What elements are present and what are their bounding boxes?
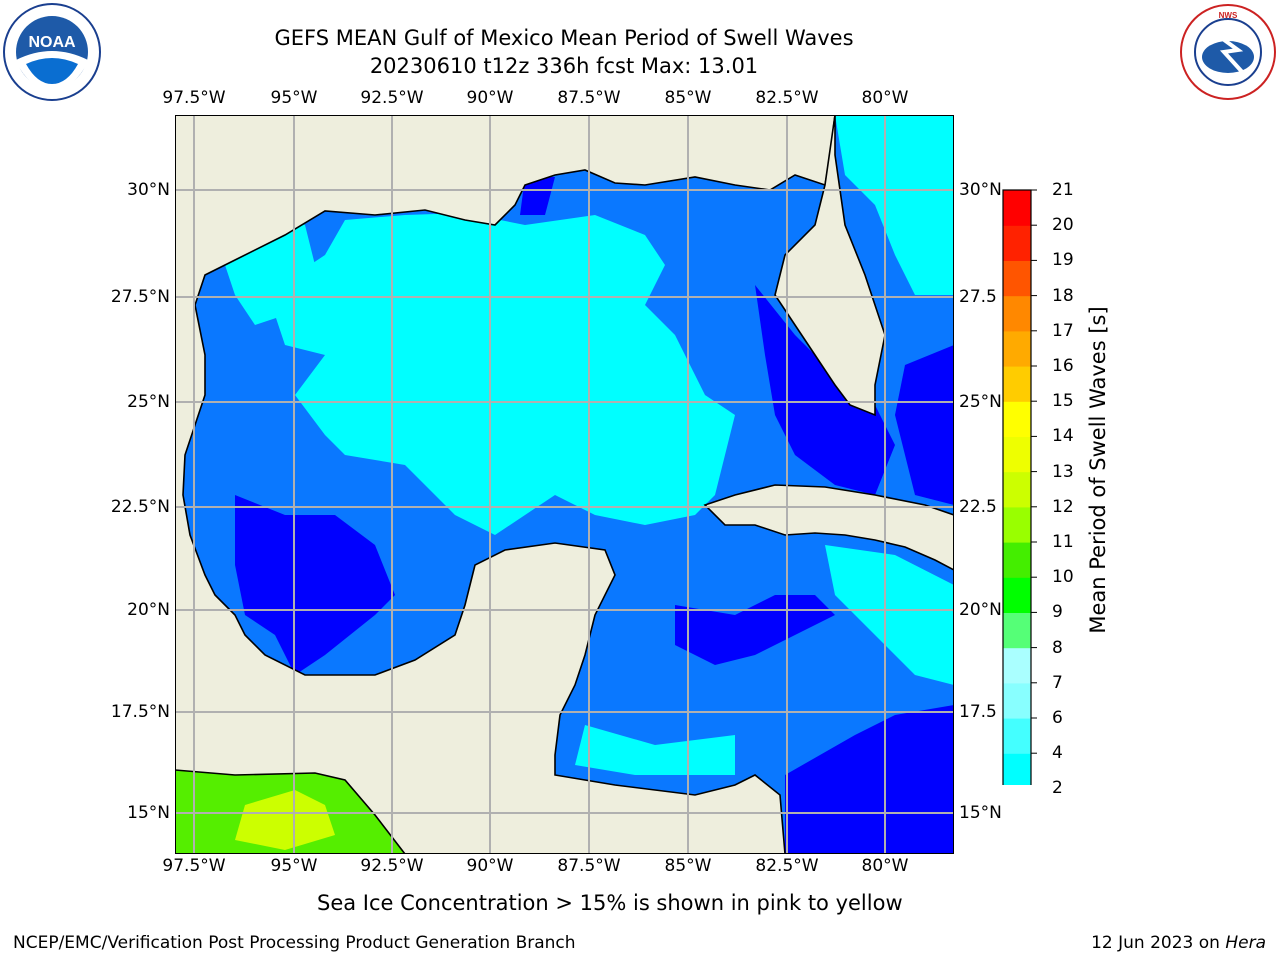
lat-tick-left: 22.5°N	[110, 497, 170, 517]
lon-tick-top: 82.5°W	[755, 88, 819, 108]
lon-tick-bottom: 92.5°W	[360, 856, 424, 876]
colorbar-tick-label: 6	[1052, 708, 1063, 728]
colorbar-segment	[1003, 753, 1031, 785]
colorbar-tick-label: 7	[1052, 672, 1063, 693]
lon-tick-bottom: 85°W	[664, 856, 712, 876]
colorbar-tick-label: 14	[1052, 426, 1074, 447]
patch-cyan-central	[275, 213, 735, 535]
footer-right: 12 Jun 2023 on Hera	[1091, 933, 1266, 953]
colorbar-tick-label: 21	[1052, 180, 1074, 200]
colorbar-tick-label: 19	[1052, 250, 1074, 271]
colorbar-segment	[1003, 506, 1031, 543]
colorbar-tick-label: 17	[1052, 320, 1074, 341]
patch-dkblue-se	[785, 705, 954, 854]
colorbar-segment	[1003, 366, 1031, 402]
colorbar-segment	[1003, 577, 1031, 613]
chart-subtitle: 20230610 t12z 336h fcst Max: 13.01	[369, 54, 759, 78]
colorbar-tick-label: 9	[1052, 602, 1063, 623]
colorbar-segment	[1003, 682, 1031, 719]
lon-tick-bottom: 95°W	[270, 856, 318, 876]
lat-tick-left: 17.5°N	[110, 702, 170, 722]
lon-tick-top: 80°W	[861, 88, 909, 108]
lat-tick-right: 17.5	[959, 702, 997, 722]
land-us-north	[175, 115, 836, 854]
patch-yellowgreen	[235, 790, 335, 850]
colorbar-tick-label: 10	[1052, 567, 1074, 588]
colorbar-segment	[1003, 401, 1031, 437]
patch-cyan-south	[575, 725, 735, 775]
patch-dkblue-florida	[755, 285, 895, 495]
patch-dkblue-caribbean	[675, 595, 835, 665]
map-plot	[175, 115, 954, 854]
colorbar-segment	[1003, 471, 1031, 508]
colorbar	[1002, 189, 1037, 785]
svg-text:NWS: NWS	[1219, 11, 1238, 20]
sea-ice-note: Sea Ice Concentration > 15% is shown in …	[317, 891, 903, 915]
colorbar-segment	[1003, 612, 1031, 649]
colorbar-segment	[1003, 436, 1031, 473]
colorbar-tick-label: 15	[1052, 391, 1074, 412]
lon-tick-top: 90°W	[466, 88, 514, 108]
lat-tick-right: 25°N	[959, 392, 1002, 412]
colorbar-segment	[1003, 647, 1031, 684]
svg-text:NOAA: NOAA	[28, 34, 76, 51]
colorbar-tick-label: 11	[1052, 532, 1074, 552]
colorbar-frame	[1002, 189, 1032, 785]
lat-tick-left: 27.5°N	[110, 287, 170, 307]
lat-tick-right: 20°N	[959, 600, 1002, 620]
colorbar-segment	[1003, 542, 1031, 578]
patch-dkblue-mexico	[235, 495, 395, 675]
lon-tick-bottom: 90°W	[466, 856, 514, 876]
lon-tick-top: 87.5°W	[557, 88, 621, 108]
colorbar-segment	[1003, 330, 1031, 367]
lon-tick-bottom: 82.5°W	[755, 856, 819, 876]
nws-logo: NWS	[1178, 2, 1278, 102]
lon-tick-top: 92.5°W	[360, 88, 424, 108]
lat-tick-left: 15°N	[127, 803, 170, 823]
gridlines	[175, 115, 954, 854]
colorbar-segment	[1003, 295, 1031, 332]
chart-title: GEFS MEAN Gulf of Mexico Mean Period of …	[274, 26, 854, 50]
lat-tick-right: 15°N	[959, 803, 1002, 823]
lon-tick-top: 97.5°W	[162, 88, 226, 108]
footer-host: Hera	[1225, 933, 1266, 953]
colorbar-tick-label: 2	[1052, 778, 1063, 799]
lon-tick-top: 95°W	[270, 88, 318, 108]
colorbar-segment	[1003, 190, 1031, 226]
colorbar-segment	[1003, 225, 1031, 261]
patch-cyan-caribbean	[825, 545, 954, 685]
colorbar-tick-label: 8	[1052, 637, 1063, 658]
colorbar-segment	[1003, 718, 1031, 754]
lat-tick-right: 22.5	[959, 497, 997, 517]
lon-tick-top: 85°W	[664, 88, 712, 108]
colorbar-tick-label: 16	[1052, 356, 1074, 376]
lat-tick-left: 25°N	[127, 392, 170, 412]
colorbar-tick-label: 12	[1052, 496, 1074, 517]
colorbar-segment	[1003, 260, 1031, 297]
patch-cyan-east	[835, 115, 954, 295]
lat-tick-left: 30°N	[127, 180, 170, 200]
lat-tick-right: 30°N	[959, 180, 1002, 200]
colorbar-tick-label: 20	[1052, 215, 1074, 236]
lat-tick-right: 27.5	[959, 287, 997, 307]
lon-tick-bottom: 97.5°W	[162, 856, 226, 876]
lon-tick-bottom: 80°W	[861, 856, 909, 876]
lat-tick-left: 20°N	[127, 600, 170, 620]
patch-dkblue-east-strip	[895, 345, 954, 505]
colorbar-tick-label: 13	[1052, 461, 1074, 482]
lon-tick-bottom: 87.5°W	[557, 856, 621, 876]
footer-left: NCEP/EMC/Verification Post Processing Pr…	[13, 933, 576, 953]
noaa-logo: NOAA	[2, 2, 102, 102]
colorbar-label: Mean Period of Swell Waves [s]	[1086, 306, 1110, 634]
land-florida	[774, 115, 886, 417]
patch-dkblue-north	[520, 177, 555, 215]
footer-date: 12 Jun 2023 on	[1091, 933, 1226, 953]
colorbar-tick-label: 4	[1052, 743, 1063, 764]
colorbar-tick-label: 18	[1052, 285, 1074, 306]
